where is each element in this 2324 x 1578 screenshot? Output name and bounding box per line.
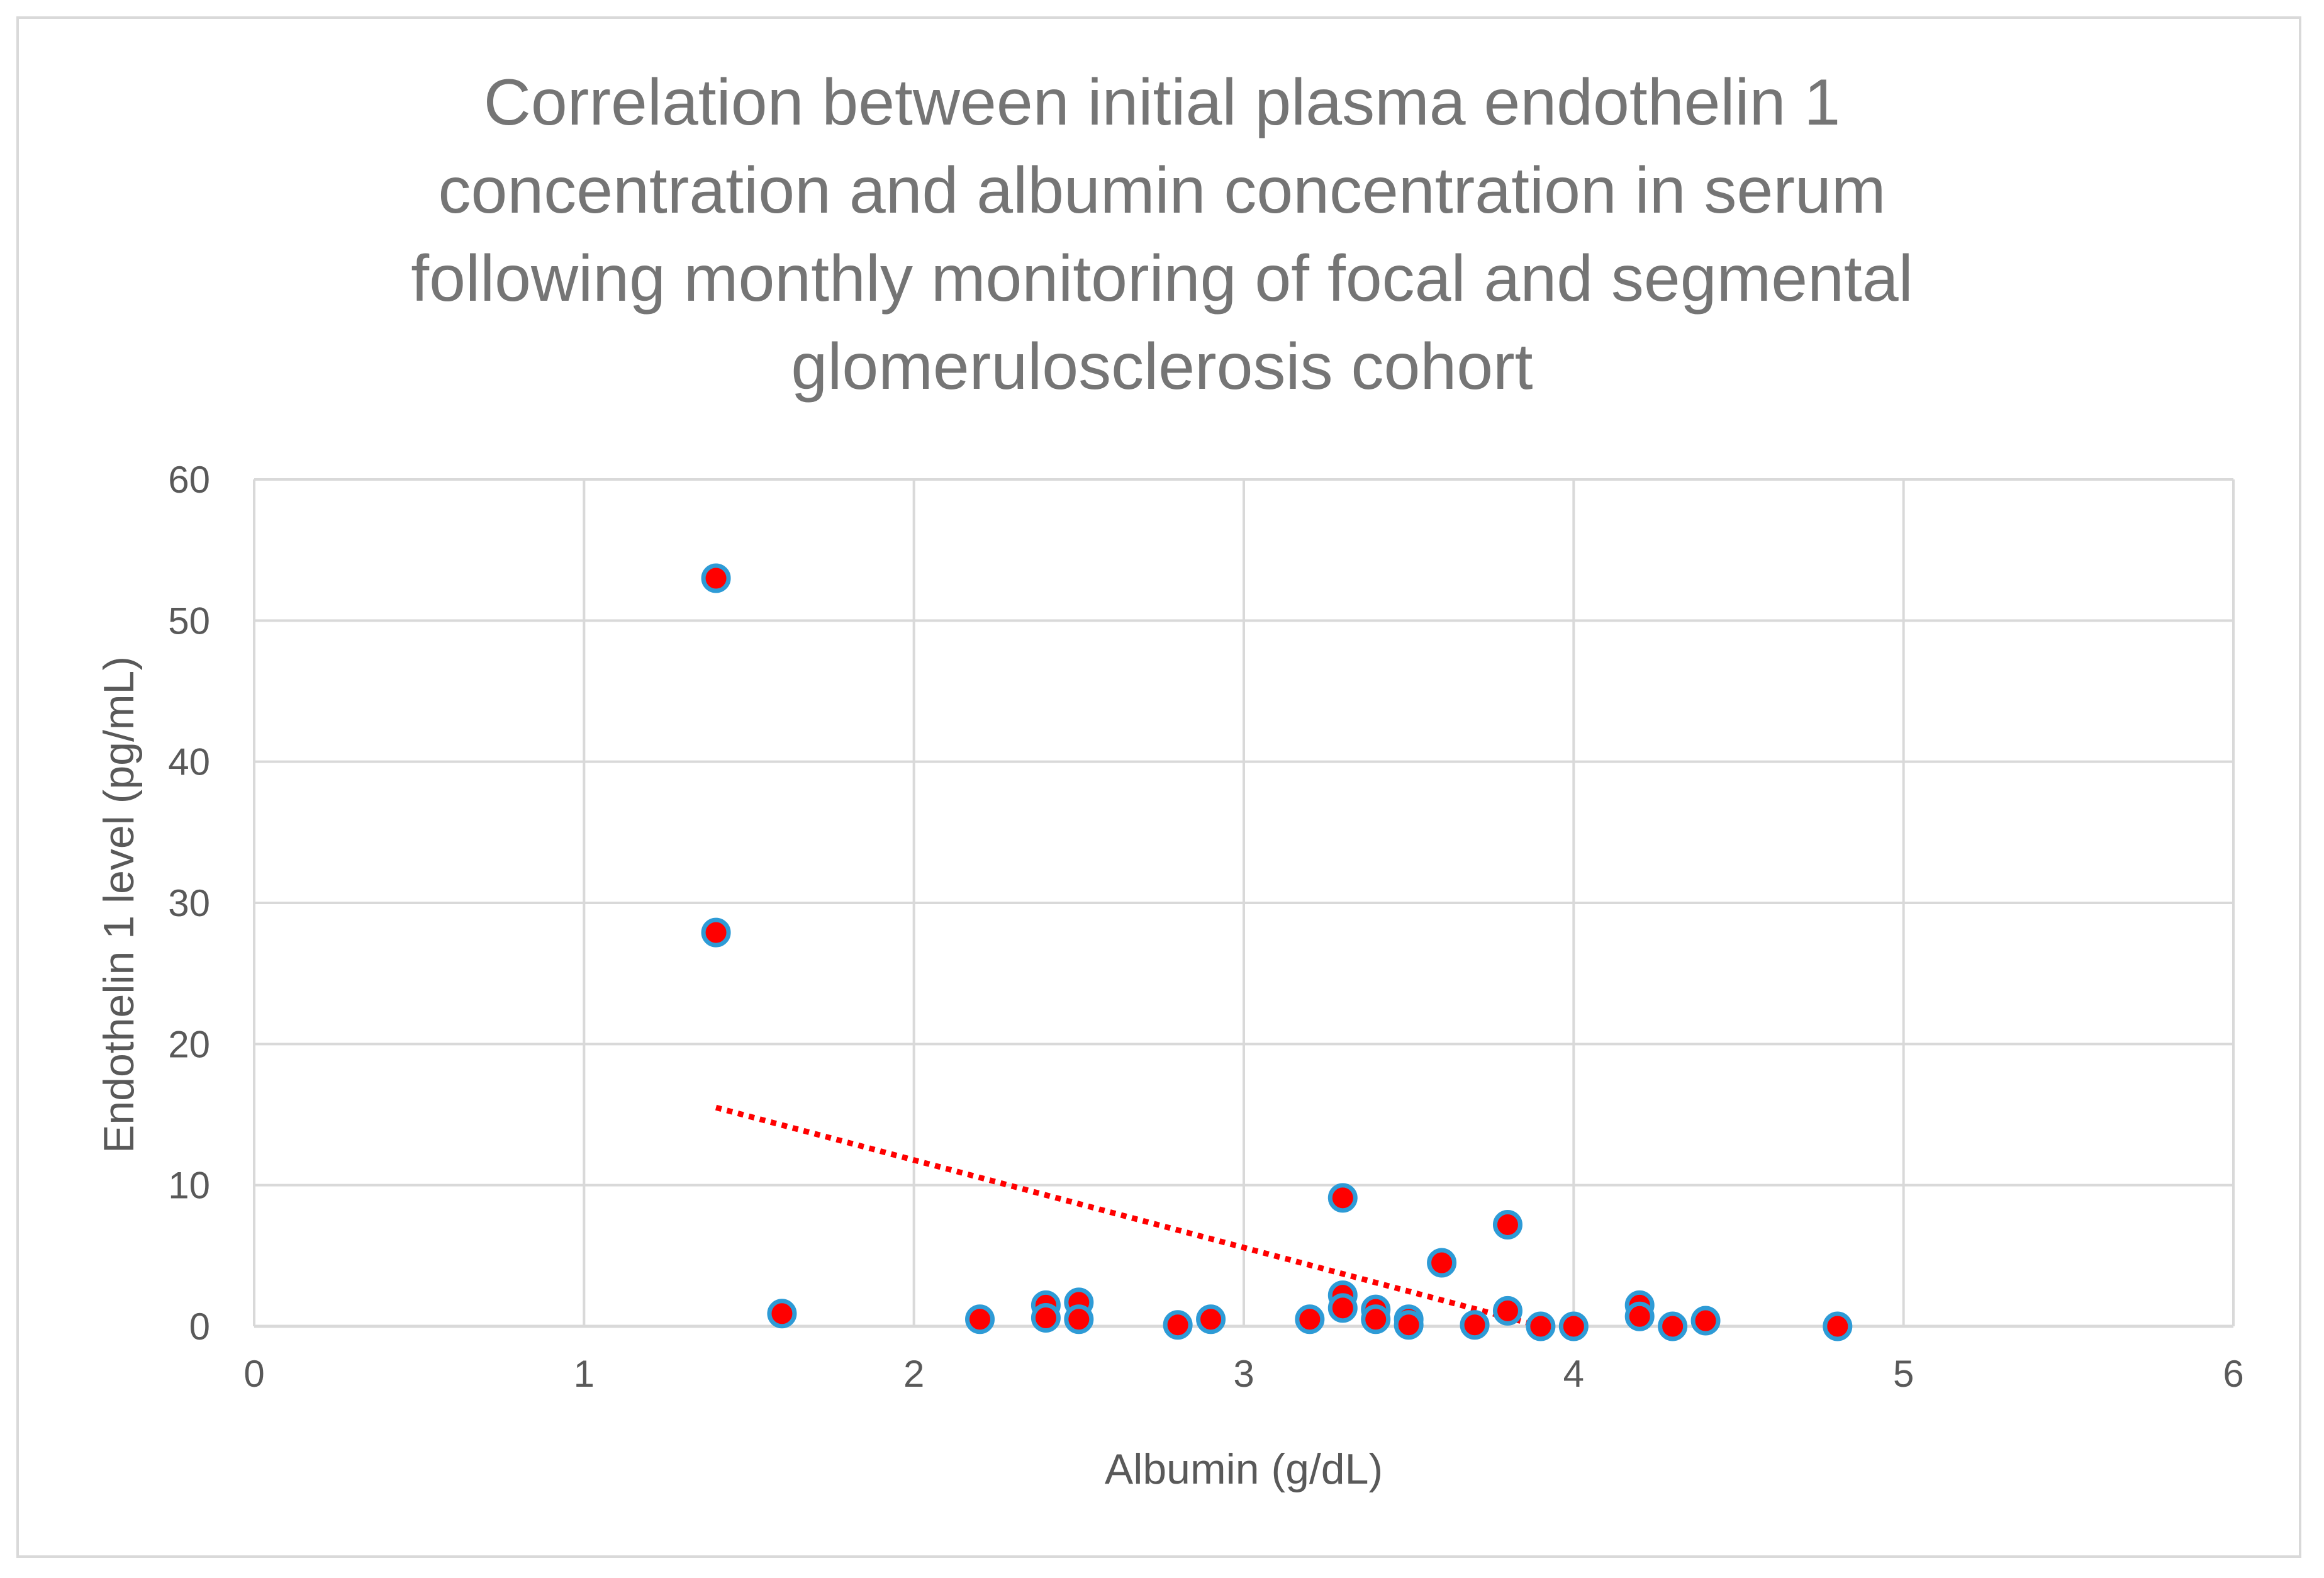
data-point	[1327, 1293, 1358, 1323]
y-tick-label: 10	[168, 1165, 210, 1207]
data-point	[1492, 1209, 1522, 1239]
grid-layer	[253, 478, 2235, 1328]
data-point	[1163, 1310, 1193, 1340]
data-point	[1526, 1311, 1556, 1341]
y-tick-label: 0	[189, 1306, 210, 1348]
data-point	[1624, 1301, 1655, 1331]
trendline	[715, 1104, 1542, 1329]
data-point	[1295, 1304, 1325, 1335]
x-tick-label: 3	[1233, 1353, 1254, 1395]
trendline-layer	[715, 1104, 1542, 1329]
data-point	[1064, 1304, 1094, 1335]
x-tick-label: 1	[574, 1353, 595, 1395]
data-point	[1690, 1306, 1721, 1336]
data-point	[1361, 1304, 1391, 1335]
data-point	[965, 1304, 995, 1335]
x-axis-title: Albumin (g/dL)	[1105, 1445, 1383, 1493]
x-tick-label: 2	[903, 1353, 924, 1395]
data-point	[767, 1299, 797, 1329]
y-tick-label: 30	[168, 882, 210, 924]
y-tick-label: 60	[168, 459, 210, 501]
data-point	[701, 563, 731, 593]
chart-title-line-1: Correlation between initial plasma endot…	[484, 66, 1840, 139]
chart-title-line-4: glomerulosclerosis cohort	[791, 330, 1533, 403]
chart-frame	[16, 16, 2301, 1558]
data-point	[1031, 1303, 1061, 1333]
y-axis-title: Endothelin 1 level (pg/mL)	[95, 656, 143, 1153]
chart-title-line-3: following monthly monitoring of focal an…	[411, 242, 1913, 315]
data-point	[1196, 1304, 1226, 1335]
y-tick-label: 40	[168, 741, 210, 783]
chart-title-line-2: concentration and albumin concentration …	[439, 154, 1886, 227]
data-point	[1427, 1248, 1457, 1278]
chart-title: Correlation between initial plasma endot…	[411, 66, 1913, 403]
data-point	[1658, 1311, 1688, 1341]
x-tick-label: 5	[1893, 1353, 1914, 1395]
data-point	[1394, 1310, 1424, 1340]
data-point	[1460, 1310, 1490, 1340]
data-point-layer	[701, 563, 1853, 1341]
y-tick-label: 50	[168, 600, 210, 642]
x-tick-label: 0	[243, 1353, 264, 1395]
data-point	[1558, 1311, 1589, 1341]
data-point	[701, 917, 731, 948]
data-point	[1823, 1311, 1853, 1341]
data-point	[1327, 1183, 1358, 1213]
data-point	[1492, 1295, 1522, 1326]
x-tick-label: 4	[1563, 1353, 1584, 1395]
x-tick-label: 6	[2223, 1353, 2243, 1395]
y-tick-label: 20	[168, 1023, 210, 1065]
